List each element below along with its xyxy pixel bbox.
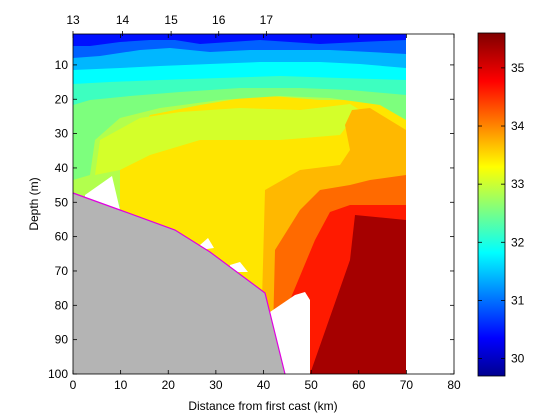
x-tick-label: 70 <box>400 378 414 392</box>
y-tick-label: 80 <box>55 298 69 312</box>
y-tick-label: 70 <box>55 264 69 278</box>
contour-30 <box>73 34 406 46</box>
colorbar-tick-label: 31 <box>511 293 525 307</box>
colorbar-tick-label: 35 <box>511 61 525 75</box>
y-axis: 10 20 30 40 50 60 70 80 90 100 <box>48 58 454 381</box>
x-tick-label: 40 <box>257 378 271 392</box>
data-gap-4 <box>230 262 248 272</box>
y-tick-label: 10 <box>55 58 69 72</box>
top-tick-label: 16 <box>212 13 226 27</box>
x-axis: 0 10 20 30 40 50 60 70 80 <box>70 34 461 392</box>
contour-33-2 <box>95 104 360 175</box>
colorbar-tick-label: 32 <box>511 235 525 249</box>
top-axis: 13 14 15 16 17 <box>66 13 273 36</box>
data-gap-3 <box>200 238 214 250</box>
seafloor-land <box>73 193 285 374</box>
x-tick-label: 50 <box>304 378 318 392</box>
x-axis-label: Distance from first cast (km) <box>188 399 337 413</box>
contour-field <box>73 34 454 374</box>
x-tick-label: 20 <box>162 378 176 392</box>
colorbar-tick-label: 30 <box>511 352 525 366</box>
y-axis-label: Depth (m) <box>27 177 41 230</box>
contour-35-5 <box>310 215 406 374</box>
no-data-region <box>406 34 454 374</box>
x-tick-label: 30 <box>209 378 223 392</box>
x-tick-label: 60 <box>352 378 366 392</box>
colorbar-tick-label: 33 <box>511 177 525 191</box>
top-tick-label: 17 <box>260 13 274 27</box>
y-tick-label: 50 <box>55 195 69 209</box>
top-tick-label: 14 <box>116 13 130 27</box>
x-tick-label: 10 <box>114 378 128 392</box>
top-tick-label: 13 <box>66 13 80 27</box>
seafloor-line <box>72 192 286 375</box>
y-tick-label: 90 <box>55 333 69 347</box>
y-tick-label: 30 <box>55 127 69 141</box>
y-tick-label: 40 <box>55 161 69 175</box>
y-tick-label: 20 <box>55 92 69 106</box>
colorbar <box>477 32 506 377</box>
x-tick-label: 80 <box>447 378 461 392</box>
x-tick-label: 0 <box>70 378 77 392</box>
y-tick-label: 60 <box>55 230 69 244</box>
colorbar-tick-label: 34 <box>511 119 525 133</box>
top-tick-label: 15 <box>164 13 178 27</box>
colorbar-ticks: 30 31 32 33 34 35 <box>478 61 525 366</box>
y-tick-label: 100 <box>48 367 68 381</box>
